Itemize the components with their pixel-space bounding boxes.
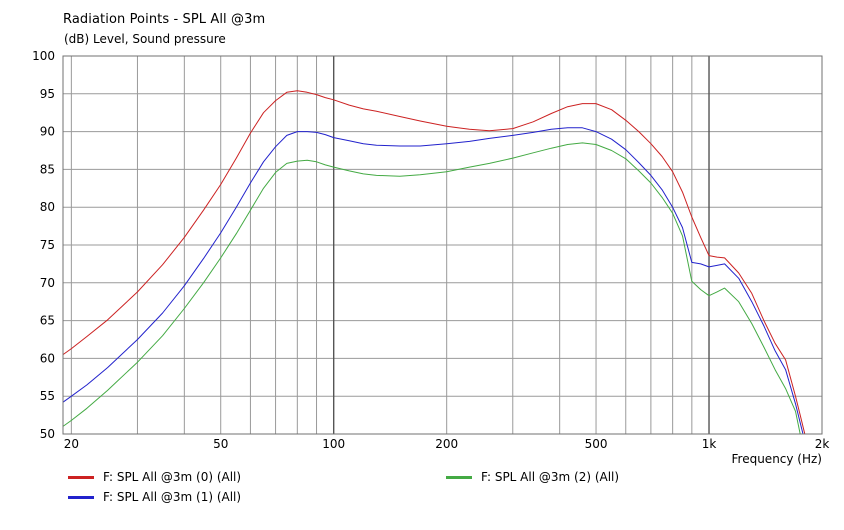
y-tick-label: 100 [32, 49, 55, 63]
legend-swatch [446, 475, 472, 479]
legend-item: F: SPL All @3m (2) (All) [446, 469, 619, 485]
y-axis-label: (dB) Level, Sound pressure [64, 32, 226, 46]
x-tick-label: 500 [585, 437, 608, 451]
y-tick-label: 85 [40, 162, 55, 176]
y-tick-label: 65 [40, 314, 55, 328]
y-tick-label: 95 [40, 87, 55, 101]
y-tick-label: 55 [40, 389, 55, 403]
x-tick-label: 50 [213, 437, 228, 451]
y-tick-label: 70 [40, 276, 55, 290]
y-tick-label: 60 [40, 351, 55, 365]
x-tick-label: 1k [702, 437, 717, 451]
legend-label: F: SPL All @3m (1) (All) [103, 490, 242, 504]
series-line-2 [62, 142, 801, 435]
legend-item: F: SPL All @3m (0) (All) [68, 469, 241, 485]
x-axis-label: Frequency (Hz) [732, 452, 823, 466]
legend-swatch [68, 475, 94, 479]
x-tick-label: 2k [815, 437, 830, 451]
x-tick-label: 20 [64, 437, 79, 451]
x-tick-label: 200 [435, 437, 458, 451]
y-tick-label: 50 [40, 427, 55, 441]
legend-label: F: SPL All @3m (0) (All) [103, 470, 242, 484]
y-tick-label: 80 [40, 200, 55, 214]
legend-item: F: SPL All @3m (1) (All) [68, 489, 241, 505]
series-line-1 [62, 127, 804, 435]
y-tick-label: 90 [40, 125, 55, 139]
chart-title: Radiation Points - SPL All @3m [63, 12, 266, 27]
legend-label: F: SPL All @3m (2) (All) [481, 470, 620, 484]
legend-swatch [68, 495, 94, 499]
series-line-0 [62, 90, 806, 435]
y-tick-label: 75 [40, 238, 55, 252]
x-tick-label: 100 [322, 437, 345, 451]
